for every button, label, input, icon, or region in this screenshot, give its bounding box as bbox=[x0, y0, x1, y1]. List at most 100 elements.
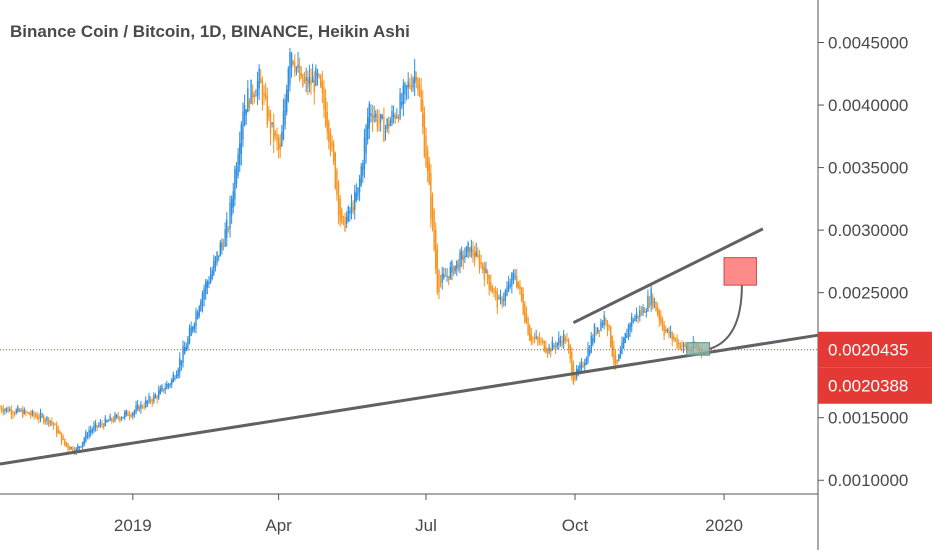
projection-curve[interactable] bbox=[709, 285, 743, 350]
candle-body bbox=[342, 216, 345, 218]
candle-body bbox=[496, 291, 498, 308]
candle bbox=[318, 73, 320, 80]
support-trendline[interactable] bbox=[0, 333, 819, 466]
candle bbox=[120, 416, 123, 422]
candle bbox=[355, 183, 358, 203]
candle-body bbox=[263, 92, 265, 96]
candle bbox=[493, 287, 495, 298]
price-axis[interactable]: 0.0045000 0.0040000 0.0035000 0.0030000 0.00… bbox=[818, 34, 908, 491]
candle bbox=[668, 326, 670, 339]
candle-body bbox=[289, 51, 291, 85]
candle bbox=[486, 269, 489, 285]
candle-body bbox=[533, 337, 536, 339]
target-zone-box[interactable] bbox=[723, 257, 757, 286]
candle bbox=[239, 131, 241, 173]
time-axis[interactable]: 2019 Apr Jul Oct 2020 bbox=[114, 494, 743, 535]
candle bbox=[609, 325, 612, 349]
candle-body bbox=[493, 289, 495, 292]
candle bbox=[17, 404, 19, 413]
candle bbox=[378, 109, 380, 132]
candle bbox=[315, 64, 317, 87]
candle bbox=[52, 421, 55, 430]
candle-body bbox=[145, 399, 147, 408]
candle bbox=[122, 416, 124, 419]
drawing-layer[interactable] bbox=[0, 227, 819, 466]
candle bbox=[422, 90, 424, 135]
candle bbox=[138, 405, 141, 412]
candle bbox=[250, 79, 252, 105]
candle bbox=[12, 410, 14, 419]
candle bbox=[528, 324, 531, 341]
candle-body bbox=[94, 422, 97, 428]
candle-body bbox=[49, 420, 51, 422]
candle bbox=[136, 399, 139, 412]
candle bbox=[645, 307, 648, 318]
candle bbox=[195, 307, 197, 334]
candle bbox=[114, 411, 116, 423]
candle bbox=[598, 329, 601, 338]
candle-body bbox=[477, 253, 479, 257]
candle-body bbox=[606, 320, 609, 331]
candle bbox=[533, 332, 536, 344]
candle-body bbox=[290, 53, 293, 69]
candle bbox=[354, 184, 356, 220]
candle bbox=[0, 404, 1, 409]
candle-body bbox=[645, 311, 648, 313]
candle-body bbox=[96, 425, 98, 427]
candle bbox=[80, 445, 82, 448]
candle bbox=[287, 66, 290, 103]
candle bbox=[216, 251, 218, 266]
candle-body bbox=[514, 276, 516, 278]
candle bbox=[46, 415, 48, 425]
candle bbox=[618, 353, 620, 362]
candle-body bbox=[180, 360, 183, 366]
candle bbox=[161, 383, 163, 393]
candle bbox=[159, 385, 162, 395]
candle-body bbox=[307, 78, 309, 88]
x-tick-label: Jul bbox=[415, 516, 437, 535]
candle-body bbox=[154, 395, 157, 399]
candle-body bbox=[624, 333, 626, 344]
candle-body bbox=[130, 415, 132, 417]
candle bbox=[514, 269, 516, 281]
candle-body bbox=[553, 345, 555, 347]
candle bbox=[606, 319, 609, 337]
candle-body bbox=[465, 246, 468, 257]
candle bbox=[443, 267, 445, 280]
candle-body bbox=[540, 340, 542, 342]
candle bbox=[405, 84, 408, 101]
entry-zone-box[interactable] bbox=[686, 342, 710, 356]
candle bbox=[182, 340, 184, 368]
candle bbox=[435, 222, 437, 275]
candle bbox=[326, 102, 328, 140]
candle-body bbox=[13, 413, 16, 415]
candle bbox=[9, 406, 11, 412]
candle bbox=[93, 421, 95, 433]
candle bbox=[674, 337, 677, 342]
candle-body bbox=[357, 187, 359, 197]
candle-body bbox=[251, 91, 254, 98]
candle-body bbox=[522, 293, 524, 314]
candle bbox=[201, 290, 204, 313]
candle-body bbox=[543, 341, 545, 352]
candle-body bbox=[120, 418, 123, 420]
candle-body bbox=[114, 414, 116, 421]
candle-body bbox=[277, 137, 280, 150]
candle bbox=[49, 420, 51, 427]
candle-body bbox=[253, 94, 256, 98]
candle bbox=[525, 306, 528, 325]
candle-body bbox=[561, 340, 563, 346]
candle bbox=[402, 79, 405, 117]
candle bbox=[447, 276, 450, 286]
candle bbox=[349, 207, 351, 222]
candle bbox=[370, 104, 372, 123]
candle bbox=[243, 94, 246, 127]
candle bbox=[224, 222, 226, 248]
candle bbox=[247, 79, 249, 113]
candle-body bbox=[480, 262, 482, 265]
candle bbox=[85, 429, 87, 444]
resistance-trendline[interactable] bbox=[572, 227, 764, 325]
candle bbox=[230, 195, 233, 224]
